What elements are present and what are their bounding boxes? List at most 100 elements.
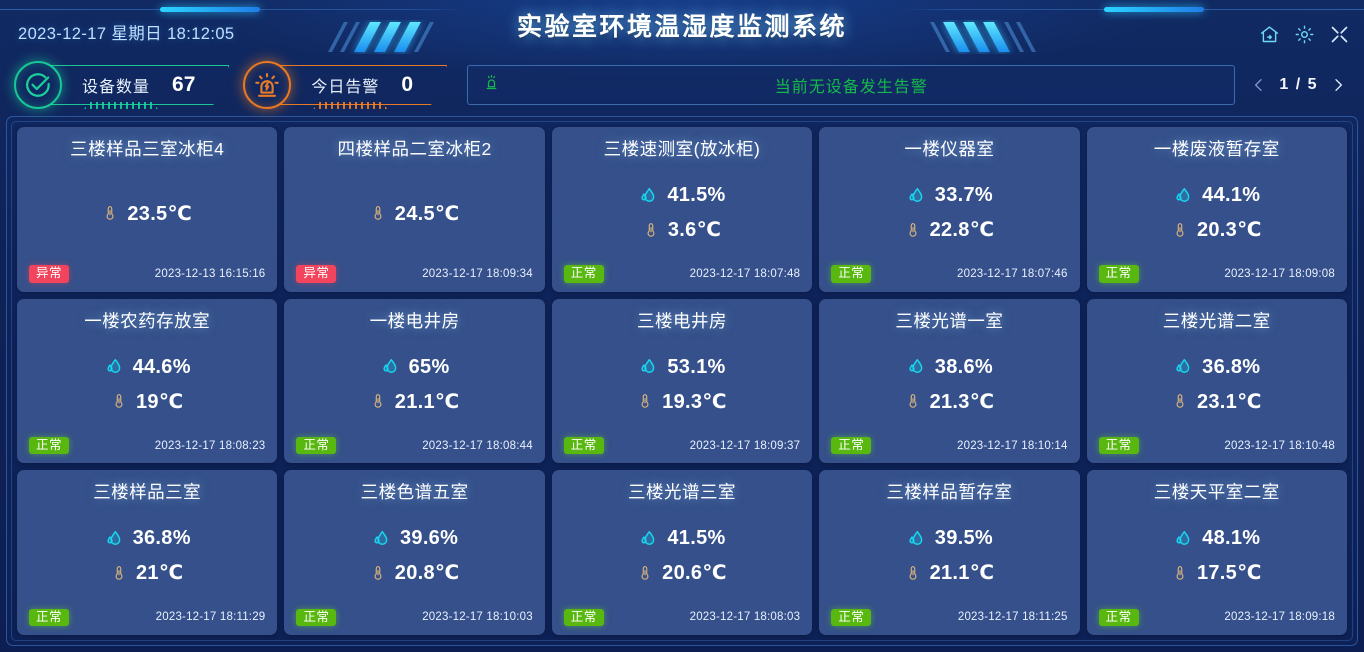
header-divider-line [0, 9, 1364, 10]
device-card[interactable]: 一楼农药存放室 44.6% 19℃ 正常 2023-12-17 18:08:23 [17, 298, 278, 464]
device-count-panel: 设备数量 67 [50, 65, 229, 105]
header-accent-bar-left [160, 7, 260, 12]
temperature-metric: 21.1℃ [831, 560, 1067, 585]
page-title: 实验室环境温湿度监测系统 [516, 13, 847, 41]
stat-device-count: 设备数量 67 [14, 61, 229, 109]
alarm-count-label: 今日告警 [311, 79, 380, 96]
temperature-metric: 19.3℃ [564, 389, 800, 414]
device-card[interactable]: 三楼样品三室 36.8% 21℃ 正常 2023-12-17 18:11:29 [17, 470, 278, 635]
stat-today-alarms: 今日告警 0 [243, 61, 447, 109]
device-metrics: 38.6% 21.3℃ [831, 333, 1067, 437]
device-card-footer: 正常 2023-12-17 18:11:25 [831, 608, 1067, 626]
status-badge: 正常 [831, 436, 872, 455]
device-name: 三楼光谱三室 [627, 482, 736, 503]
device-card[interactable]: 三楼光谱二室 36.8% 23.1℃ 正常 2023-12-17 18:10:48 [1086, 298, 1347, 464]
device-timestamp: 2023-12-17 18:08:44 [422, 439, 533, 452]
device-name: 三楼样品三室冰柜4 [70, 139, 225, 159]
temperature-metric: 23.1℃ [1099, 389, 1335, 414]
status-badge: 正常 [831, 265, 872, 283]
device-card[interactable]: 三楼样品暂存室 39.5% 21.1℃ 正常 2023-12-17 18:11:25 [819, 470, 1080, 635]
device-timestamp: 2023-12-17 18:10:03 [422, 611, 533, 624]
device-card[interactable]: 三楼速测室(放冰柜) 41.5% 3.6℃ 正常 2023-12-17 18:07:48 [551, 127, 813, 292]
device-name: 三楼速测室(放冰柜) [603, 139, 761, 159]
water-drop-icon [380, 356, 400, 378]
device-name: 三楼天平室二室 [1153, 482, 1280, 503]
device-card-footer: 正常 2023-12-17 18:08:23 [29, 436, 265, 455]
device-card[interactable]: 四楼样品二室冰柜2 24.5℃ 异常 2023-12-17 18:09:34 [284, 127, 545, 292]
thermometer-icon [905, 219, 921, 241]
humidity-value: 48.1% [1202, 527, 1261, 550]
status-badge: 正常 [563, 265, 604, 283]
device-metrics: 41.5% 20.6℃ [564, 504, 800, 608]
alert-message: 当前无设备发生告警 [774, 79, 928, 96]
device-card-footer: 正常 2023-12-17 18:10:03 [296, 608, 533, 626]
humidity-value: 38.6% [934, 355, 993, 378]
device-grid-outer-frame: 三楼样品三室冰柜4 23.5℃ 异常 2023-12-13 16:15:16 四楼样品二… [6, 116, 1358, 646]
device-metrics: 41.5% 3.6℃ [564, 161, 800, 265]
device-card[interactable]: 一楼仪器室 33.7% 22.8℃ 正常 2023-12-17 18:07:46 [819, 127, 1080, 292]
alarm-count-panel: 今日告警 0 [279, 65, 447, 105]
device-card-footer: 正常 2023-12-17 18:09:18 [1098, 608, 1335, 626]
temperature-value: 19℃ [136, 390, 184, 413]
fullscreen-icon[interactable] [1329, 24, 1350, 45]
temperature-value: 22.8℃ [929, 219, 995, 242]
humidity-value: 41.5% [667, 184, 726, 207]
status-badge: 正常 [296, 436, 337, 455]
thermometer-icon [905, 562, 921, 584]
device-card[interactable]: 三楼天平室二室 48.1% 17.5℃ 正常 2023-12-17 18:09:18 [1086, 470, 1347, 635]
device-card[interactable]: 三楼光谱一室 38.6% 21.3℃ 正常 2023-12-17 18:10:14 [819, 298, 1080, 464]
temperature-value: 23.1℃ [1196, 390, 1262, 413]
device-card-footer: 正常 2023-12-17 18:10:48 [1098, 436, 1335, 455]
alert-banner: 当前无设备发生告警 [467, 65, 1236, 105]
device-timestamp: 2023-12-17 18:09:08 [1224, 267, 1335, 280]
gear-icon[interactable] [1294, 24, 1315, 45]
device-timestamp: 2023-12-17 18:11:29 [155, 611, 266, 624]
humidity-value: 44.6% [132, 355, 191, 378]
status-badge: 正常 [563, 436, 604, 455]
device-card[interactable]: 一楼电井房 65% 21.1℃ 正常 2023-12-17 18:08:44 [284, 298, 545, 464]
humidity-value: 36.8% [132, 527, 191, 550]
device-card-footer: 正常 2023-12-17 18:07:48 [563, 265, 800, 283]
header-action-icons [1259, 24, 1350, 45]
temperature-metric: 20.3℃ [1099, 217, 1335, 242]
water-drop-icon [906, 356, 926, 378]
thermometer-icon [1172, 562, 1188, 584]
humidity-metric: 41.5% [564, 527, 800, 550]
device-name: 一楼仪器室 [904, 139, 995, 159]
temperature-metric: 19℃ [29, 389, 265, 414]
chevron-left-icon[interactable] [1251, 77, 1267, 93]
humidity-metric: 44.1% [1099, 184, 1335, 207]
temperature-value: 19.3℃ [662, 390, 727, 413]
temperature-metric: 20.6℃ [564, 560, 800, 585]
temperature-metric: 21℃ [29, 560, 265, 585]
device-card[interactable]: 三楼色谱五室 39.6% 20.8℃ 正常 2023-12-17 18:10:03 [284, 470, 545, 635]
device-card-footer: 异常 2023-12-17 18:09:34 [296, 265, 533, 283]
humidity-metric: 53.1% [564, 356, 800, 379]
humidity-metric: 33.7% [831, 184, 1067, 207]
status-badge: 正常 [563, 608, 604, 626]
temperature-value: 20.8℃ [394, 562, 460, 585]
water-drop-icon [104, 356, 124, 378]
thermometer-icon [637, 562, 653, 584]
chevron-right-icon[interactable] [1330, 77, 1346, 93]
device-card-footer: 正常 2023-12-17 18:10:14 [831, 436, 1067, 455]
device-name: 三楼样品三室 [93, 482, 202, 503]
humidity-metric: 65% [296, 356, 532, 379]
status-badge: 正常 [29, 436, 70, 455]
water-drop-icon [638, 528, 658, 550]
humidity-metric: 36.8% [1099, 356, 1335, 379]
alarm-count-value: 0 [401, 73, 414, 96]
temperature-metric: 21.1℃ [296, 389, 532, 414]
device-card[interactable]: 三楼样品三室冰柜4 23.5℃ 异常 2023-12-13 16:15:16 [17, 127, 278, 292]
device-card[interactable]: 三楼光谱三室 41.5% 20.6℃ 正常 2023-12-17 18:08:03 [551, 470, 813, 635]
home-icon[interactable] [1259, 24, 1280, 45]
device-card[interactable]: 一楼废液暂存室 44.1% 20.3℃ 正常 2023-12-17 18:09:08 [1086, 127, 1347, 292]
device-card-footer: 正常 2023-12-17 18:09:08 [1098, 265, 1335, 283]
device-card[interactable]: 三楼电井房 53.1% 19.3℃ 正常 2023-12-17 18:09:37 [551, 298, 813, 464]
water-drop-icon [906, 528, 926, 550]
temperature-value: 23.5℃ [127, 202, 193, 225]
device-metrics: 65% 21.1℃ [296, 333, 532, 437]
water-drop-icon [1173, 185, 1193, 207]
thermometer-icon [370, 562, 386, 584]
device-card-grid: 三楼样品三室冰柜4 23.5℃ 异常 2023-12-13 16:15:16 四楼样品二… [11, 121, 1353, 641]
